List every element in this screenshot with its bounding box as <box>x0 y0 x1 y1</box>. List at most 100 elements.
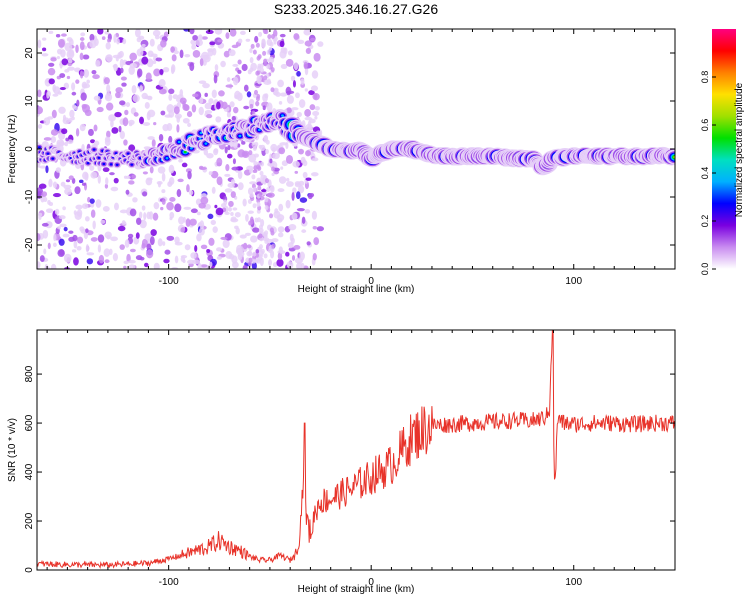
heatmap-ridge-cell <box>281 114 284 117</box>
heatmap-cell <box>220 60 226 68</box>
heatmap-cell <box>264 197 269 203</box>
heatmap-cell <box>314 106 320 111</box>
heatmap-ridge-cell <box>115 163 119 167</box>
heatmap-cell <box>259 257 264 267</box>
heatmap-cell <box>293 62 299 71</box>
heatmap-cell <box>92 74 100 80</box>
heatmap-cell <box>225 164 230 172</box>
heatmap-cell <box>142 191 148 197</box>
heatmap-cell <box>64 42 73 52</box>
heatmap-cell <box>52 192 61 198</box>
colorbar-strip <box>712 29 736 269</box>
heatmap-cell <box>256 201 261 207</box>
heatmap-cell <box>160 39 167 48</box>
heatmap-cell <box>299 197 308 203</box>
heatmap-cell <box>158 79 166 88</box>
heatmap-cell <box>123 265 127 269</box>
heatmap-cell <box>85 228 89 234</box>
heatmap-cell <box>271 172 275 177</box>
heatmap-cell <box>47 67 56 76</box>
heatmap-cell <box>313 237 320 246</box>
heatmap-cell <box>180 227 186 233</box>
heatmap-cell <box>104 30 110 35</box>
heatmap-cell <box>153 202 160 210</box>
heatmap-cell <box>317 41 324 47</box>
heatmap-cell <box>159 68 164 76</box>
heatmap-cell <box>298 148 305 155</box>
heatmap-cell <box>262 50 267 56</box>
heatmap-cell <box>67 66 75 71</box>
heatmap-cell <box>128 264 136 269</box>
heatmap-cell <box>204 109 213 115</box>
heatmap-cell <box>149 166 154 174</box>
heatmap-cell <box>268 248 273 254</box>
heatmap-cell <box>129 248 136 253</box>
heatmap-cell <box>310 85 319 92</box>
heatmap-cell <box>248 261 253 267</box>
heatmap-cell <box>80 92 87 101</box>
heatmap-cell <box>269 227 274 233</box>
heatmap-cell <box>264 178 269 184</box>
heatmap-cell <box>141 205 146 211</box>
heatmap-cell <box>37 39 42 49</box>
heatmap-cell <box>90 209 96 218</box>
heatmap-cell <box>112 253 118 262</box>
heatmap-cell <box>144 102 150 109</box>
heatmap-cell <box>237 59 242 65</box>
colorbar-label: Normalized spectral amplitude <box>734 82 745 217</box>
heatmap-cell <box>252 251 257 257</box>
heatmap-cell <box>105 54 113 63</box>
heatmap-ytick-label: 20 <box>24 47 35 59</box>
heatmap-cell <box>224 173 231 177</box>
heatmap-cell <box>206 152 214 159</box>
heatmap-cell <box>199 97 204 104</box>
heatmap-cell <box>278 176 287 184</box>
heatmap-cell <box>147 136 155 140</box>
heatmap-ytick-label: 0 <box>24 146 35 152</box>
heatmap-cell <box>105 177 109 185</box>
heatmap-cell <box>289 233 294 242</box>
heatmap-cell <box>184 53 191 58</box>
heatmap-cell <box>161 198 166 205</box>
heatmap-cell <box>153 122 157 126</box>
heatmap-cell <box>234 211 241 218</box>
heatmap-cell <box>37 232 41 242</box>
heatmap-cell <box>306 241 311 246</box>
heatmap-cell <box>63 253 72 263</box>
heatmap-cell <box>269 185 275 191</box>
heatmap-cell <box>273 87 279 92</box>
heatmap-cell <box>187 170 192 180</box>
heatmap-cell <box>271 166 276 172</box>
heatmap-cell <box>286 107 292 114</box>
heatmap-cell <box>63 82 70 89</box>
heatmap-cell <box>41 222 49 227</box>
heatmap-cell <box>211 186 216 194</box>
heatmap-ridge-cell <box>257 128 261 132</box>
snr-ylabel: SNR (10 * v/v) <box>7 418 18 482</box>
heatmap-cell <box>278 101 283 105</box>
heatmap-cell <box>142 171 148 175</box>
heatmap-cell <box>55 167 62 173</box>
snr-plot-area <box>37 330 675 570</box>
heatmap-cell <box>224 211 230 215</box>
heatmap-ridge-cell <box>109 163 113 166</box>
heatmap-cell <box>153 262 160 269</box>
heatmap-cell <box>131 85 137 94</box>
heatmap-cell <box>269 213 274 219</box>
heatmap-cell <box>48 202 54 206</box>
heatmap-cell <box>119 100 126 106</box>
heatmap-cell <box>237 69 242 74</box>
heatmap-cell <box>124 109 129 116</box>
heatmap-cell <box>200 264 208 268</box>
heatmap-cell <box>43 248 47 255</box>
heatmap-cell <box>183 29 190 32</box>
heatmap-cell <box>118 125 122 133</box>
heatmap-cell <box>285 58 294 67</box>
heatmap-cell <box>119 209 128 214</box>
heatmap-cell <box>228 206 232 212</box>
heatmap-cell <box>105 95 110 100</box>
heatmap-cell <box>57 38 65 48</box>
heatmap-cell <box>146 177 153 181</box>
heatmap-cell <box>225 84 234 88</box>
heatmap-cell <box>43 137 52 141</box>
